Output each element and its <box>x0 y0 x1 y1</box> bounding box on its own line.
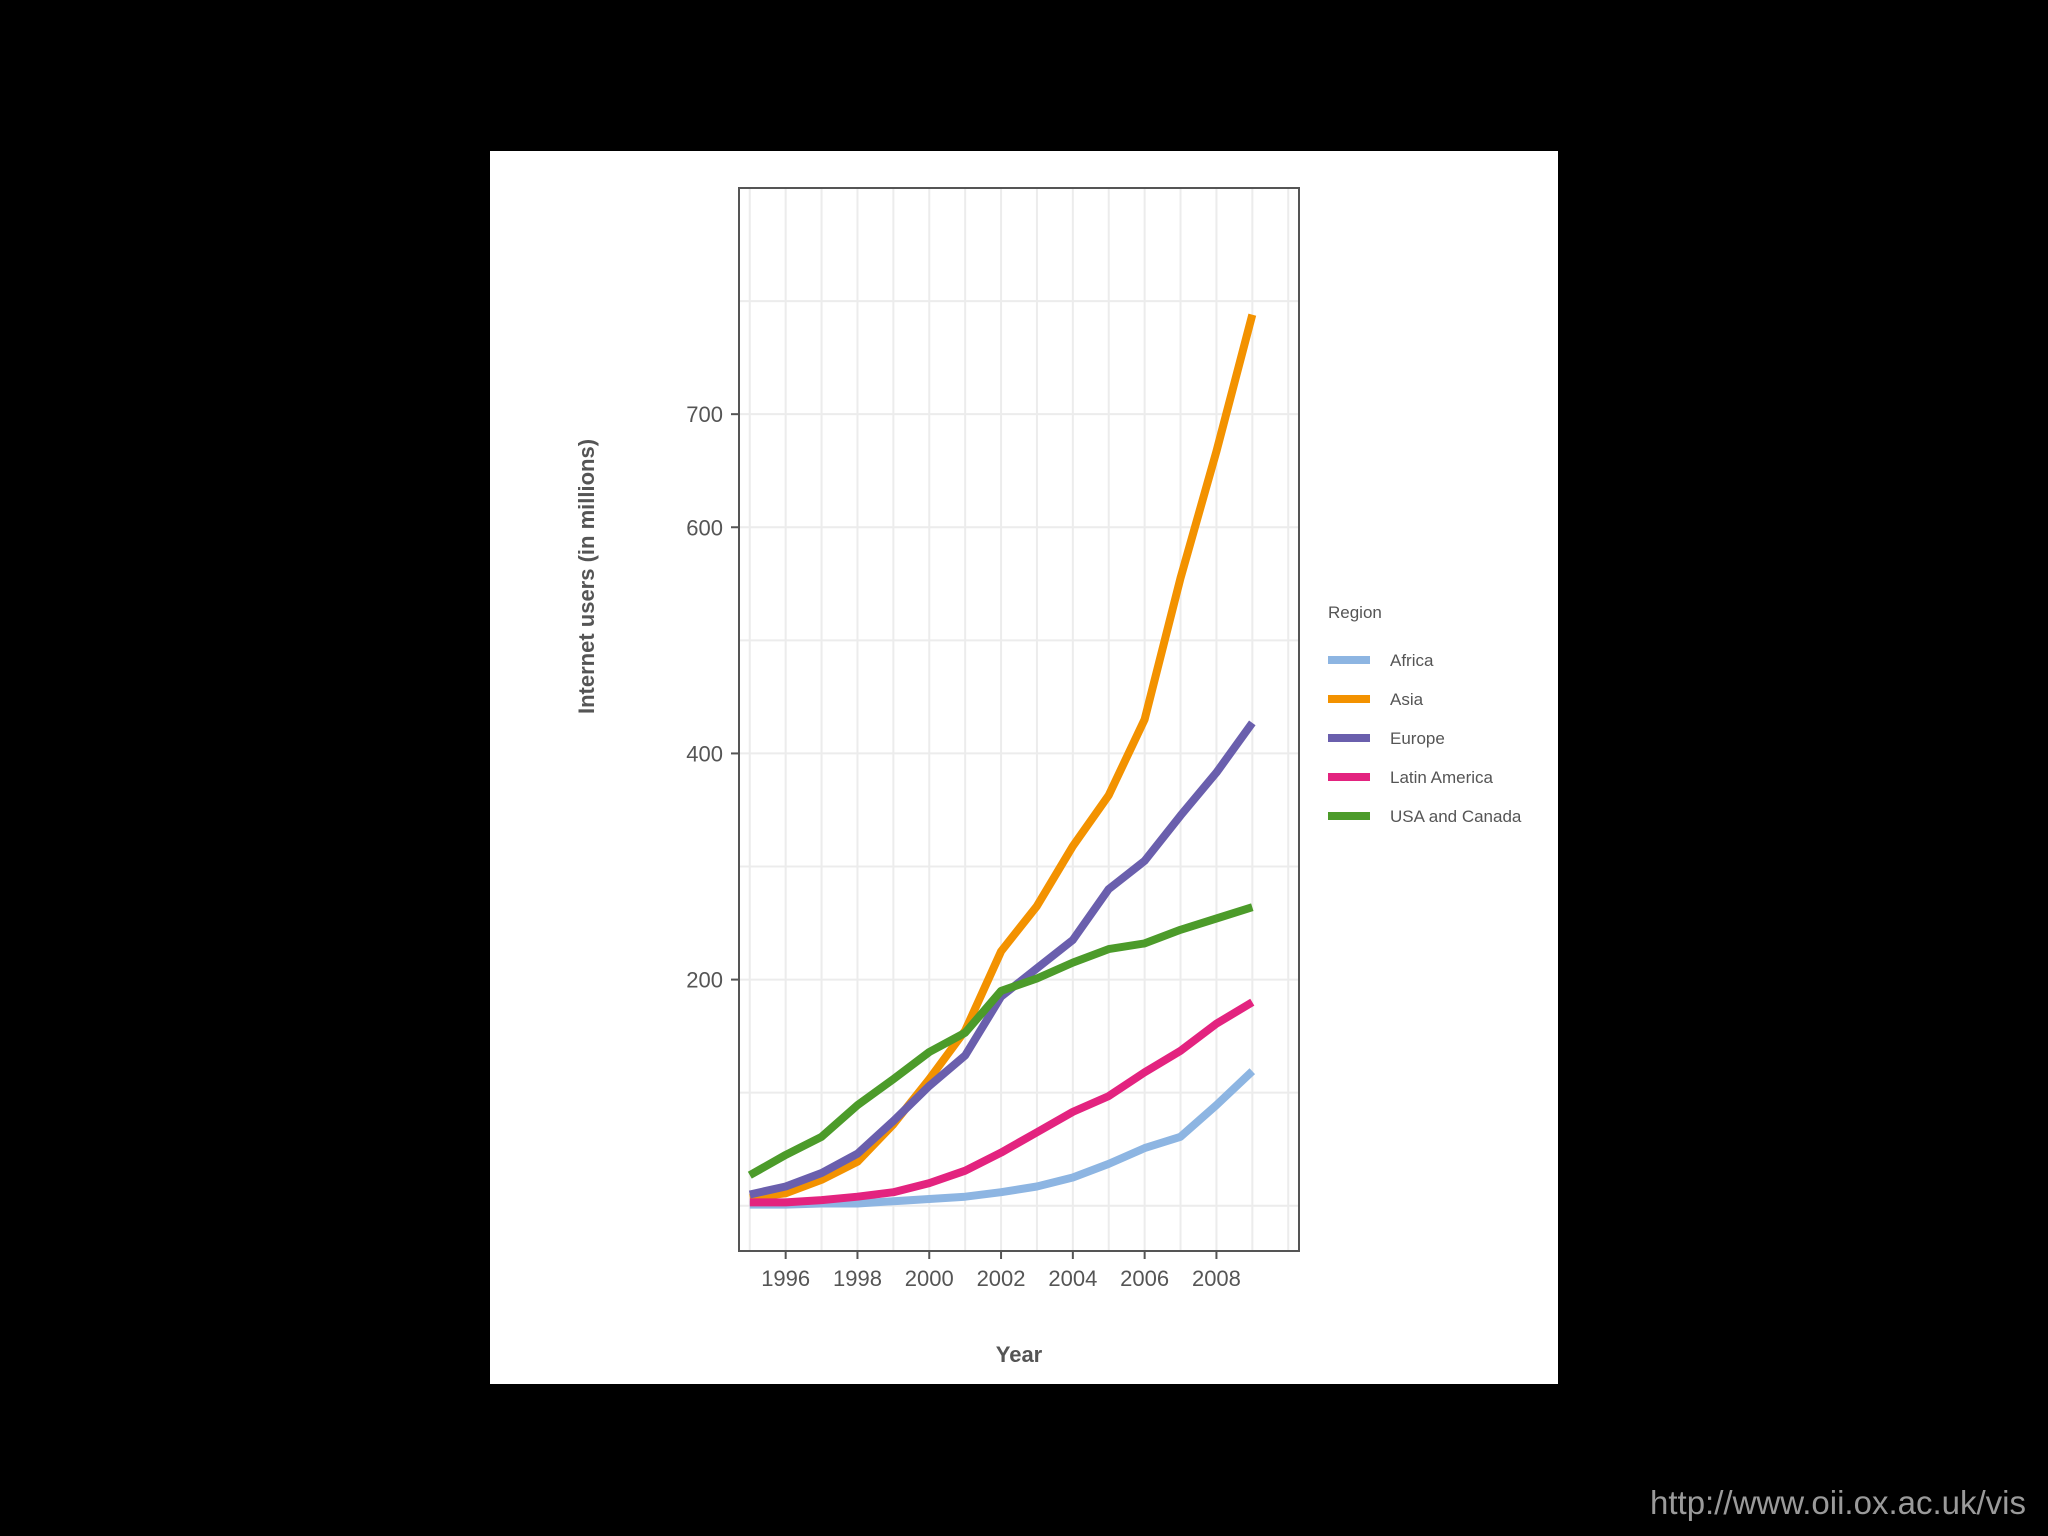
x-axis-title: Year <box>996 1342 1043 1367</box>
chart-figure: 1996 1998 2000 2002 2004 2006 2008 200 400 600 70… <box>490 151 1558 1384</box>
legend-label-europe: Europe <box>1390 729 1445 748</box>
x-tick-label: 2008 <box>1192 1266 1241 1291</box>
x-tick-label: 2004 <box>1048 1266 1097 1291</box>
y-axis-title: Internet users (in millions) <box>574 439 599 714</box>
legend-label-africa: Africa <box>1390 651 1434 670</box>
y-tick-label: 600 <box>686 515 723 540</box>
legend-label-asia: Asia <box>1390 690 1424 709</box>
x-tick-label: 1998 <box>833 1266 882 1291</box>
line-chart: 1996 1998 2000 2002 2004 2006 2008 200 400 600 70… <box>574 187 1522 1367</box>
series-line-africa <box>749 1068 1256 1209</box>
plot-background <box>739 188 1299 1251</box>
legend-label-usa-and-canada: USA and Canada <box>1390 807 1522 826</box>
source-url: http://www.oii.ox.ac.uk/vis <box>1650 1484 2026 1521</box>
y-tick-label: 700 <box>686 402 723 427</box>
series-layer <box>747 313 1257 1209</box>
legend: Region Africa Asia Europe Latin America USA … <box>1328 603 1522 826</box>
x-tick-label: 2002 <box>977 1266 1026 1291</box>
legend-title: Region <box>1328 603 1382 622</box>
x-axis: 1996 1998 2000 2002 2004 2006 2008 <box>761 1251 1241 1291</box>
series-line-asia <box>749 313 1257 1202</box>
y-axis: 200 400 600 700 <box>686 402 739 993</box>
y-tick-label: 200 <box>686 968 723 993</box>
legend-label-latin-america: Latin America <box>1390 768 1494 787</box>
series-line-usa-and-canada <box>747 903 1254 1179</box>
grid-layer <box>739 187 1299 1251</box>
x-tick-label: 1996 <box>761 1266 810 1291</box>
series-line-latin-america <box>749 998 1255 1207</box>
x-tick-label: 2006 <box>1120 1266 1169 1291</box>
y-tick-label: 400 <box>686 741 723 766</box>
x-tick-label: 2000 <box>905 1266 954 1291</box>
plot-frame <box>738 187 1300 1252</box>
